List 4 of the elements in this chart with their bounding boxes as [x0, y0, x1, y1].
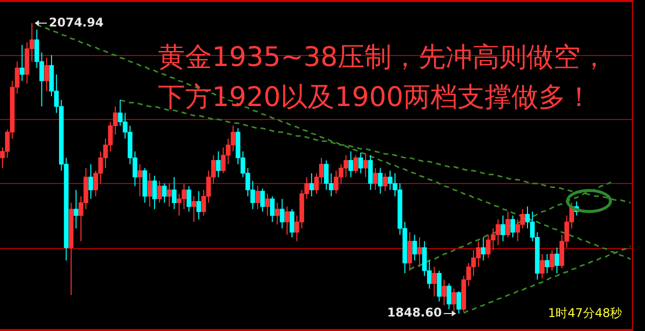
- annotation: 2074.94: [48, 15, 104, 30]
- annotation: 1时47分48秒: [548, 305, 622, 322]
- annotation: 1848.60: [387, 306, 442, 320]
- text: 下方1920以及1900两档支撑做多！: [158, 81, 594, 115]
